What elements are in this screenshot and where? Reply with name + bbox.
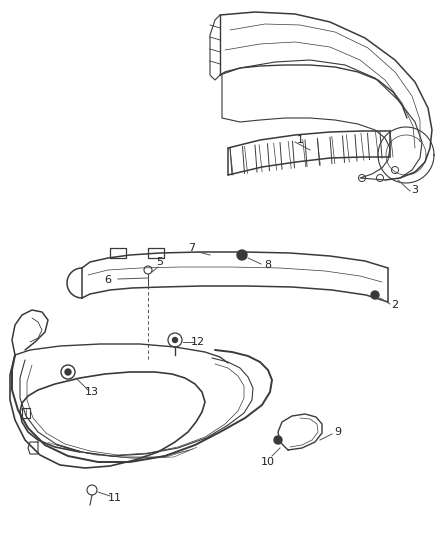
- Text: 2: 2: [392, 300, 399, 310]
- Circle shape: [371, 291, 379, 299]
- Text: 3: 3: [411, 185, 418, 195]
- Circle shape: [274, 436, 282, 444]
- Text: 13: 13: [85, 387, 99, 397]
- Text: 7: 7: [188, 243, 195, 253]
- Text: 9: 9: [335, 427, 342, 437]
- Circle shape: [237, 250, 247, 260]
- Text: 8: 8: [265, 260, 272, 270]
- Circle shape: [173, 337, 177, 343]
- Text: 11: 11: [108, 493, 122, 503]
- Text: 5: 5: [156, 257, 163, 267]
- Text: 6: 6: [105, 275, 112, 285]
- Text: 10: 10: [261, 457, 275, 467]
- Text: 12: 12: [191, 337, 205, 347]
- Circle shape: [65, 369, 71, 375]
- Text: 1: 1: [297, 135, 304, 145]
